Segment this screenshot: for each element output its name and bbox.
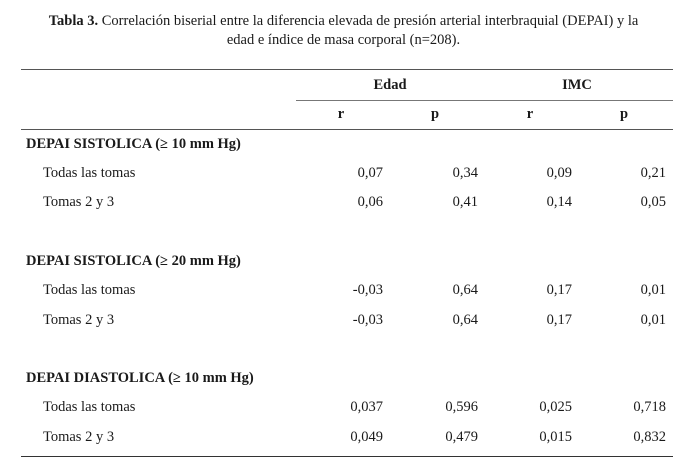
cell-imc-p: 0,832 [633, 429, 666, 445]
group-title: DEPAI SISTOLICA (≥ 20 mm Hg) [26, 253, 241, 269]
cell-imc-p: 0,21 [640, 165, 666, 181]
cell-imc-r: 0,14 [546, 194, 572, 210]
table-caption: Tabla 3. Correlación biserial entre la d… [0, 12, 687, 50]
edad-subrule [296, 100, 486, 101]
header-edad-r: r [337, 106, 345, 122]
cell-edad-p: 0,64 [452, 282, 478, 298]
cell-imc-r: 0,17 [546, 312, 572, 328]
cell-edad-p: 0,64 [452, 312, 478, 328]
row-label: Tomas 2 y 3 [43, 312, 115, 328]
cell-imc-p: 0,718 [633, 399, 666, 415]
cell-edad-r: 0,049 [350, 429, 383, 445]
cell-edad-r: -0,03 [352, 282, 383, 298]
cell-edad-r: 0,037 [350, 399, 383, 415]
cell-imc-r: 0,025 [539, 399, 572, 415]
cell-edad-p: 0,34 [452, 165, 478, 181]
group-title: DEPAI SISTOLICA (≥ 10 mm Hg) [26, 136, 241, 152]
row-label: Tomas 2 y 3 [43, 429, 115, 445]
caption-label: Tabla 3. [48, 13, 99, 29]
cell-edad-p: 0,596 [445, 399, 478, 415]
cell-edad-r: 0,07 [357, 165, 383, 181]
header-edad-p: p [430, 106, 440, 122]
header-imc-r: r [526, 106, 534, 122]
cell-imc-r: 0,015 [539, 429, 572, 445]
bottom-rule [21, 456, 673, 457]
cell-edad-r: -0,03 [352, 312, 383, 328]
row-label: Todas las tomas [43, 399, 136, 415]
header-rule [21, 129, 673, 130]
top-rule [21, 69, 673, 70]
cell-imc-p: 0,01 [640, 312, 666, 328]
header-imc-p: p [619, 106, 629, 122]
cell-imc-p: 0,01 [640, 282, 666, 298]
caption-text-2: edad e índice de masa corporal (n=208). [226, 32, 461, 48]
cell-imc-r: 0,17 [546, 282, 572, 298]
imc-subrule [486, 100, 673, 101]
header-edad: Edad [373, 77, 407, 93]
cell-imc-p: 0,05 [640, 194, 666, 210]
caption-line-1: Tabla 3. Correlación biserial entre la d… [0, 12, 687, 31]
caption-text-1: Correlación biserial entre la diferencia… [101, 13, 639, 29]
cell-edad-p: 0,41 [452, 194, 478, 210]
row-label: Todas las tomas [43, 282, 136, 298]
header-imc: IMC [562, 77, 592, 93]
row-label: Todas las tomas [43, 165, 136, 181]
row-label: Tomas 2 y 3 [43, 194, 115, 210]
cell-edad-p: 0,479 [445, 429, 478, 445]
cell-imc-r: 0,09 [546, 165, 572, 181]
cell-edad-r: 0,06 [357, 194, 383, 210]
group-title: DEPAI DIASTOLICA (≥ 10 mm Hg) [26, 370, 254, 386]
